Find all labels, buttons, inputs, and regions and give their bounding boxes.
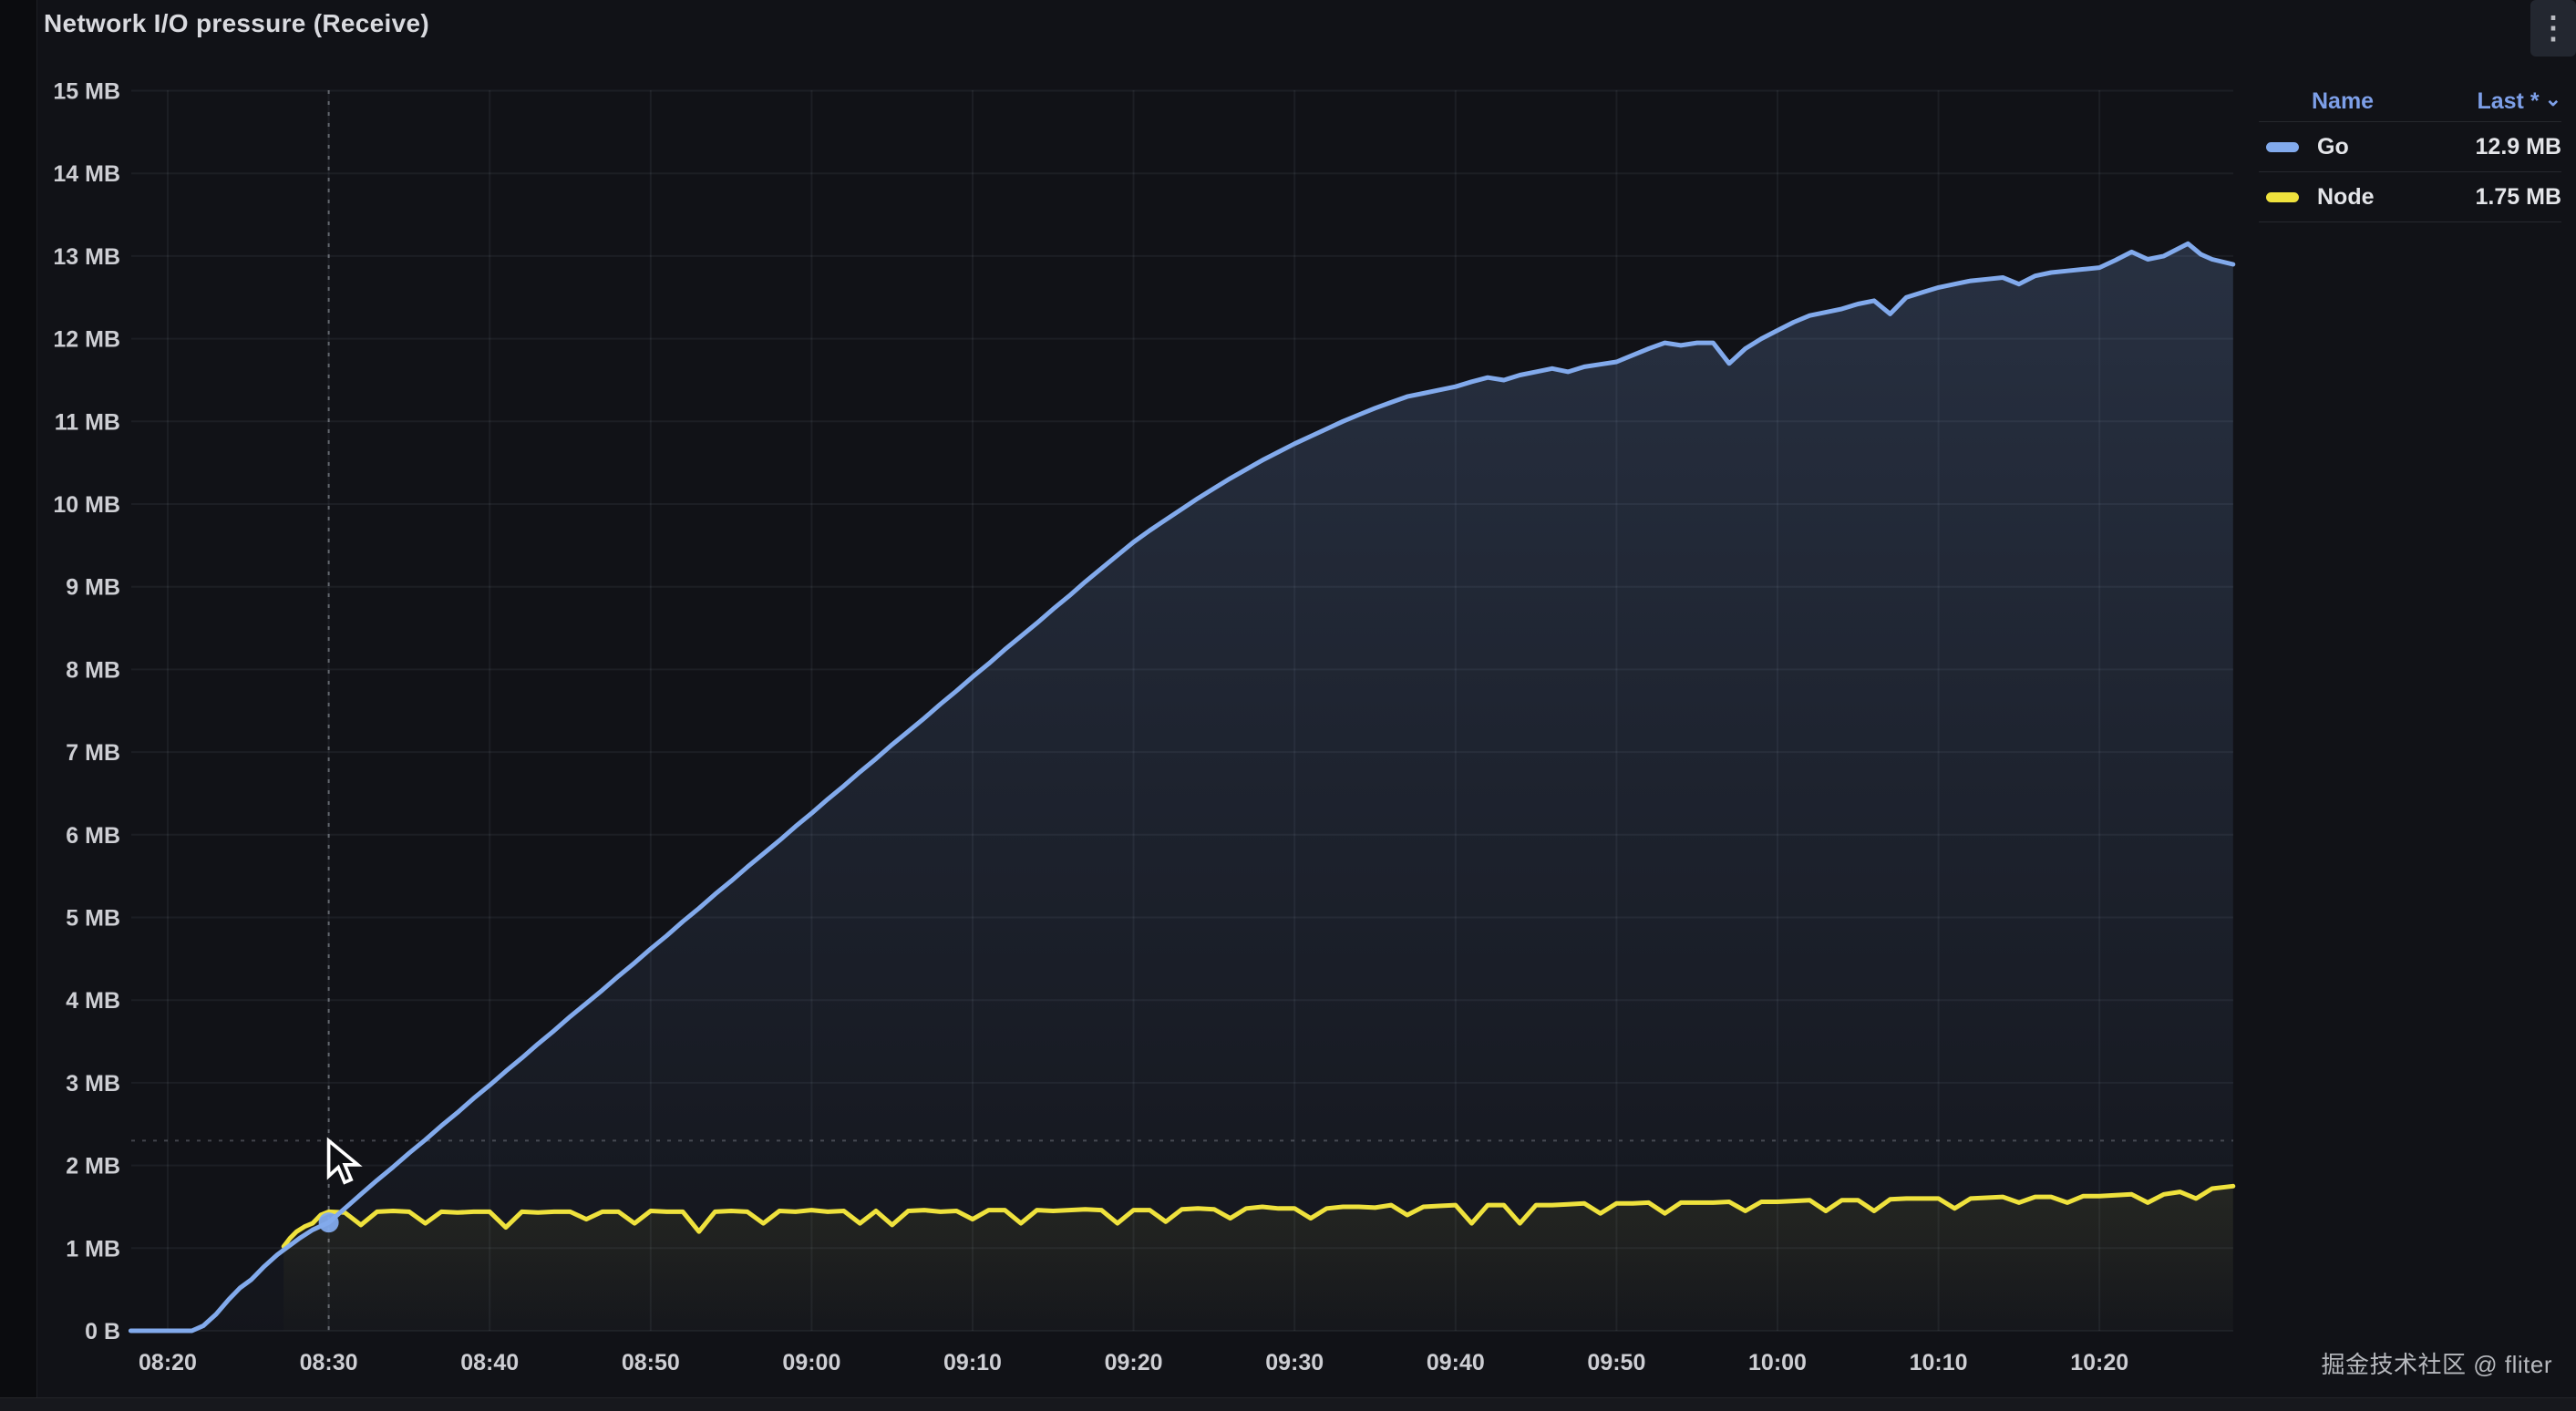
- svg-text:15 MB: 15 MB: [53, 79, 120, 105]
- chevron-down-icon: ⌄: [2544, 87, 2561, 110]
- legend-header-name[interactable]: Name: [2312, 88, 2375, 114]
- svg-text:0 B: 0 B: [85, 1319, 120, 1344]
- svg-text:14 MB: 14 MB: [53, 161, 120, 187]
- svg-text:08:50: 08:50: [622, 1350, 680, 1375]
- legend-header-last[interactable]: Last * ⌄: [2477, 88, 2561, 115]
- hover-point: [318, 1212, 339, 1233]
- svg-text:09:40: 09:40: [1427, 1350, 1485, 1375]
- svg-text:3 MB: 3 MB: [66, 1071, 120, 1097]
- series-name-node: Node: [2317, 183, 2375, 210]
- svg-text:08:40: 08:40: [460, 1350, 519, 1375]
- svg-text:12 MB: 12 MB: [53, 327, 120, 353]
- series-line-go: [128, 241, 2236, 1334]
- svg-text:5 MB: 5 MB: [66, 906, 120, 932]
- svg-text:4 MB: 4 MB: [66, 988, 120, 1014]
- legend-row-go[interactable]: Go 12.9 MB: [2259, 122, 2561, 172]
- panel-bottom-edge: [0, 1397, 2576, 1411]
- svg-text:08:20: 08:20: [139, 1350, 197, 1375]
- svg-text:10:00: 10:00: [1748, 1350, 1807, 1375]
- svg-text:11 MB: 11 MB: [55, 409, 120, 435]
- panel-title: Network I/O pressure (Receive): [44, 9, 429, 37]
- x-axis-labels: 08:20 08:30 08:40 08:50 09:00 09:10 09:20 09:30…: [139, 1350, 2128, 1375]
- mouse-cursor: [326, 1137, 363, 1185]
- svg-text:9 MB: 9 MB: [66, 575, 120, 601]
- series-swatch-node-icon: [2266, 191, 2299, 202]
- series-name-go: Go: [2317, 133, 2349, 160]
- series-swatch-go-icon: [2266, 141, 2299, 152]
- svg-text:13 MB: 13 MB: [53, 244, 120, 270]
- svg-text:7 MB: 7 MB: [66, 740, 120, 766]
- watermark: 掘金技术社区 @ fliter: [2321, 1351, 2552, 1378]
- legend-header-last-label: Last *: [2477, 88, 2540, 114]
- series-last-value-go: 12.9 MB: [2475, 133, 2561, 160]
- svg-text:1 MB: 1 MB: [66, 1236, 120, 1262]
- crosshair: [131, 90, 2233, 1331]
- svg-text:09:20: 09:20: [1105, 1350, 1163, 1375]
- svg-text:09:00: 09:00: [782, 1350, 840, 1375]
- series-area-node: [283, 1186, 2233, 1331]
- kebab-menu-icon: ⋮: [2538, 11, 2569, 46]
- svg-text:09:50: 09:50: [1587, 1350, 1645, 1375]
- panel-left-edge: [0, 0, 37, 1411]
- series-area-go: [130, 243, 2233, 1331]
- svg-text:8 MB: 8 MB: [66, 657, 120, 683]
- svg-text:08:30: 08:30: [300, 1350, 358, 1375]
- legend-row-node[interactable]: Node 1.75 MB: [2259, 172, 2561, 222]
- svg-text:10:20: 10:20: [2070, 1350, 2128, 1375]
- svg-text:6 MB: 6 MB: [66, 823, 120, 849]
- svg-text:2 MB: 2 MB: [66, 1154, 120, 1179]
- svg-text:09:30: 09:30: [1265, 1350, 1324, 1375]
- legend-header: Name Last * ⌄: [2259, 82, 2561, 122]
- series-line-node: [281, 1183, 2236, 1249]
- y-axis-labels: 0 B 1 MB 2 MB 3 MB 4 MB 5 MB 6 MB 7 MB 8 MB 9 MB 1…: [53, 79, 120, 1345]
- svg-text:10:10: 10:10: [1910, 1350, 1968, 1375]
- series-last-value-node: 1.75 MB: [2475, 183, 2561, 210]
- svg-text:10 MB: 10 MB: [53, 492, 120, 518]
- svg-text:09:10: 09:10: [943, 1350, 1002, 1375]
- panel-menu-button[interactable]: ⋮: [2530, 0, 2576, 57]
- legend: Name Last * ⌄ Go 12.9 MB Node 1.75 MB: [2259, 82, 2561, 222]
